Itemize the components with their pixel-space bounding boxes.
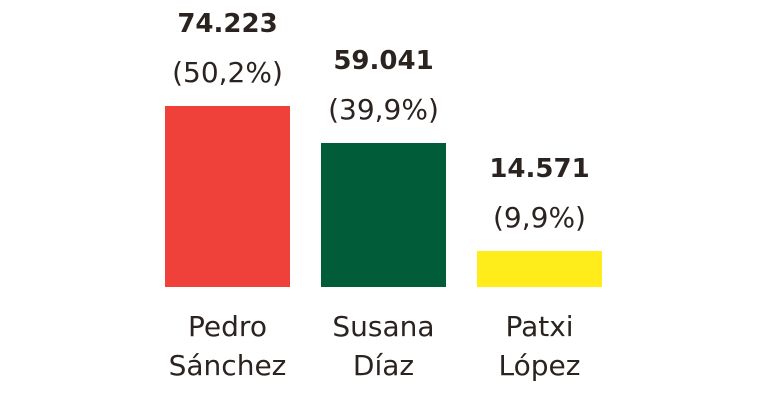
value-label: 74.223: [177, 9, 278, 39]
share-label: (39,9%): [328, 93, 439, 127]
share-label: (9,9%): [493, 201, 586, 235]
share-label: (50,2%): [172, 56, 283, 89]
bar: [165, 106, 290, 287]
bar: [321, 143, 446, 287]
category-label: Pedro Sánchez: [168, 310, 287, 382]
category-label: Patxi López: [498, 310, 581, 382]
value-label: 59.041: [333, 46, 434, 77]
value-label: 14.571: [489, 154, 590, 185]
category-label: Susana Díaz: [332, 310, 435, 382]
bar: [477, 251, 602, 287]
